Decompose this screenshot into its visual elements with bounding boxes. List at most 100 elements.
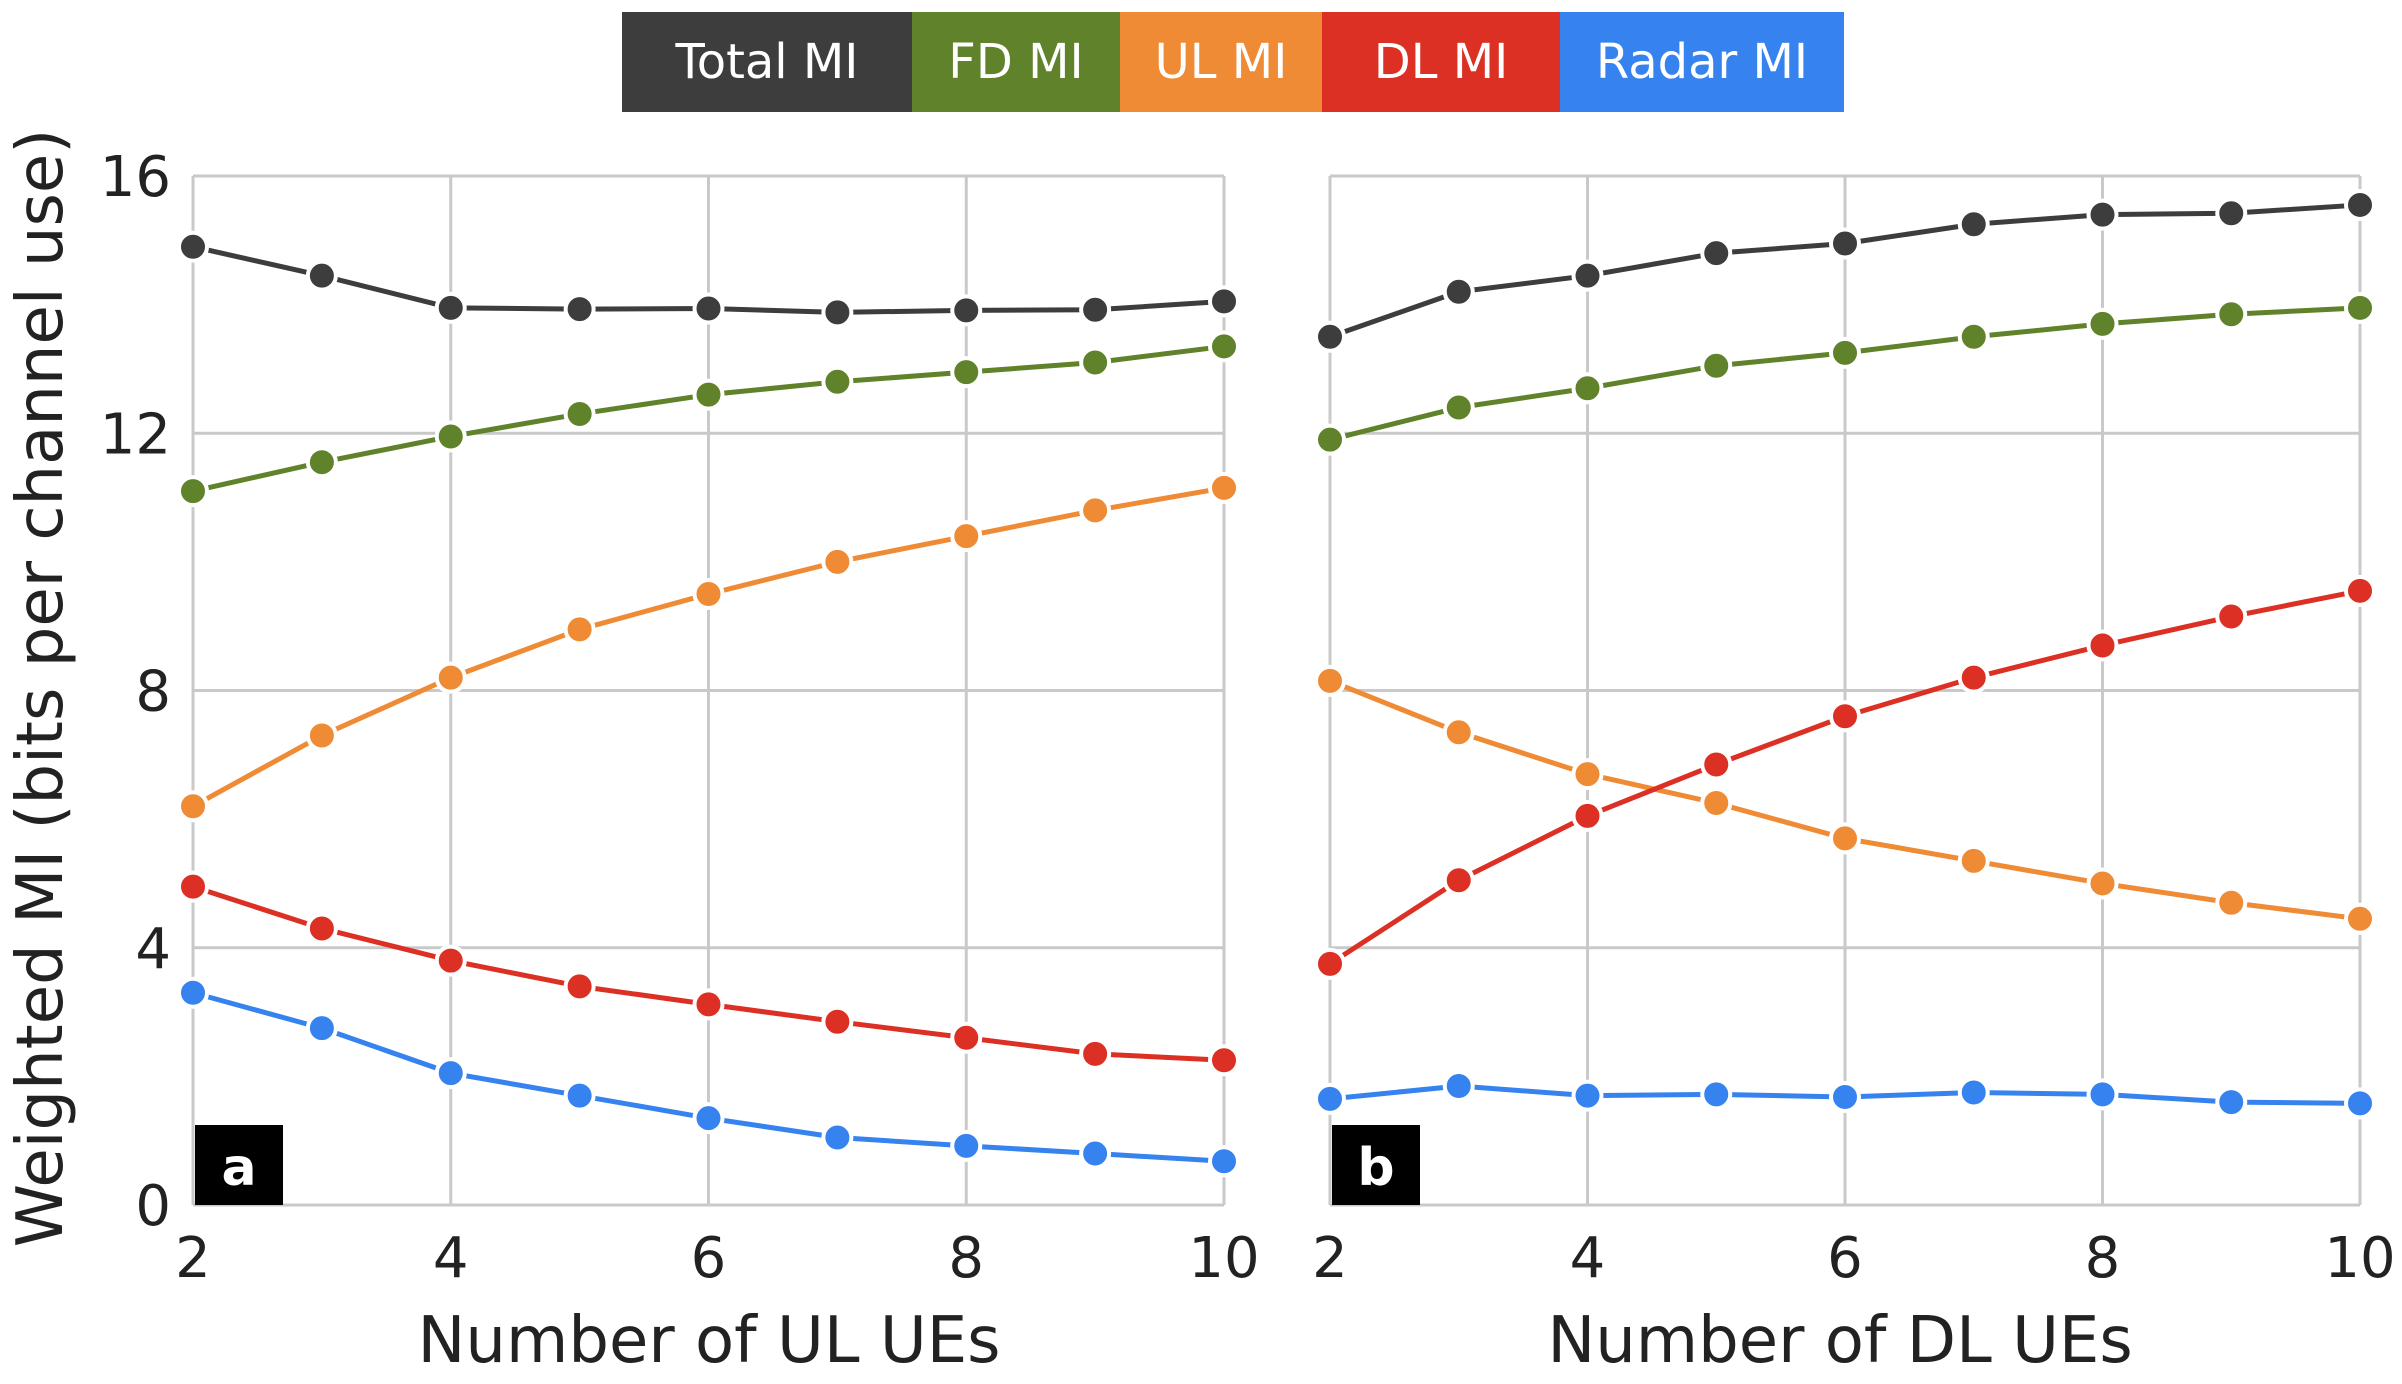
- x-tick-label: 10: [2324, 1226, 2395, 1291]
- data-point: [1957, 661, 1990, 694]
- panel-b: 2 4 6 8 10 b: [1312, 174, 2396, 1291]
- legend-label-0: Total MI: [675, 34, 859, 90]
- panel-a: 2 4 6 8 10 0 4 8 12 16 a: [100, 145, 1260, 1291]
- panel-label-box: [1332, 1125, 1420, 1205]
- data-point: [177, 976, 209, 1009]
- x-tick-label: 8: [948, 1226, 984, 1291]
- data-point: [563, 397, 596, 430]
- data-point: [1208, 1044, 1240, 1077]
- data-point: [1829, 227, 1861, 260]
- data-point: [1571, 799, 1604, 832]
- data-point: [1829, 822, 1861, 855]
- data-point: [1314, 1082, 1346, 1115]
- data-point: [1079, 346, 1112, 379]
- data-point: [305, 912, 338, 945]
- data-point: [305, 446, 338, 479]
- panel-label-box: [195, 1125, 283, 1205]
- data-point: [1957, 320, 1990, 353]
- data-point: [1314, 423, 1346, 456]
- legend: Total MI FD MI UL MI DL MI Radar MI: [622, 12, 1844, 112]
- data-point: [1829, 700, 1861, 733]
- legend-swatch-0: [622, 12, 912, 112]
- data-point: [1571, 372, 1604, 405]
- data-point: [305, 259, 338, 292]
- legend-swatch-2: [1120, 12, 1322, 112]
- legend-label-2: UL MI: [1155, 34, 1288, 90]
- data-point: [563, 970, 596, 1003]
- data-point: [1442, 391, 1475, 424]
- data-point: [1442, 275, 1475, 308]
- data-point: [2344, 188, 2376, 221]
- data-point: [692, 988, 725, 1021]
- data-point: [1571, 758, 1604, 791]
- data-point: [1700, 748, 1733, 781]
- x-axis-title-b: Number of DL UEs: [1547, 1304, 2132, 1378]
- data-point: [2086, 1078, 2119, 1111]
- data-point: [563, 613, 596, 646]
- data-point: [2215, 886, 2248, 919]
- data-point: [2086, 867, 2119, 900]
- data-point: [434, 1057, 467, 1090]
- data-point: [1700, 237, 1733, 270]
- x-tick-label: 6: [1827, 1226, 1863, 1291]
- data-point: [177, 475, 209, 508]
- data-point: [2086, 198, 2119, 231]
- data-point: [2344, 1087, 2376, 1120]
- data-point: [1700, 1078, 1733, 1111]
- x-tick-label: 4: [433, 1226, 469, 1291]
- data-point: [1208, 285, 1240, 318]
- data-point: [2344, 574, 2376, 607]
- data-point: [692, 292, 725, 325]
- data-point: [692, 1102, 725, 1135]
- data-point: [2086, 307, 2119, 340]
- data-point: [821, 1005, 854, 1038]
- data-point: [1829, 336, 1861, 369]
- legend-swatch-3: [1322, 12, 1560, 112]
- legend-label-4: Radar MI: [1596, 34, 1808, 90]
- data-point: [2215, 600, 2248, 633]
- data-point: [692, 578, 725, 611]
- data-point: [1208, 1145, 1240, 1178]
- data-point: [821, 365, 854, 398]
- x-tick-label: 2: [175, 1226, 211, 1291]
- data-point: [821, 296, 854, 329]
- data-point: [1314, 320, 1346, 353]
- data-point: [1208, 471, 1240, 504]
- y-axis-title: Weighted MI (bits per channel use): [4, 129, 78, 1247]
- data-point: [2215, 298, 2248, 331]
- x-tick-label: 2: [1312, 1226, 1348, 1291]
- data-point: [1442, 1070, 1475, 1103]
- data-point: [305, 1012, 338, 1045]
- data-point: [1829, 1080, 1861, 1113]
- data-point: [2215, 197, 2248, 230]
- data-point: [177, 230, 209, 263]
- legend-label-1: FD MI: [948, 34, 1083, 90]
- data-point: [1957, 1076, 1990, 1109]
- x-tick-label: 10: [1188, 1226, 1259, 1291]
- data-point: [2086, 629, 2119, 662]
- data-point: [1442, 864, 1475, 897]
- data-point: [305, 719, 338, 752]
- data-point: [950, 356, 983, 389]
- data-point: [1700, 787, 1733, 820]
- data-point: [1208, 330, 1240, 363]
- y-tick-label: 16: [100, 145, 171, 210]
- data-point: [1079, 293, 1112, 326]
- y-tick-label: 8: [135, 660, 171, 725]
- data-point: [950, 294, 983, 327]
- data-point: [950, 1021, 983, 1054]
- x-tick-label: 4: [1570, 1226, 1606, 1291]
- legend-label-3: DL MI: [1374, 34, 1509, 90]
- x-tick-label: 6: [691, 1226, 727, 1291]
- legend-swatch-4: [1560, 12, 1844, 112]
- data-point: [1700, 349, 1733, 382]
- data-point: [1571, 259, 1604, 292]
- data-point: [1079, 1037, 1112, 1070]
- x-tick-label: 8: [2085, 1226, 2121, 1291]
- data-point: [821, 1121, 854, 1154]
- panel-label: b: [1357, 1138, 1394, 1198]
- data-point: [1314, 664, 1346, 697]
- legend-swatch-1: [912, 12, 1120, 112]
- x-axis-title-a: Number of UL UEs: [418, 1304, 1001, 1378]
